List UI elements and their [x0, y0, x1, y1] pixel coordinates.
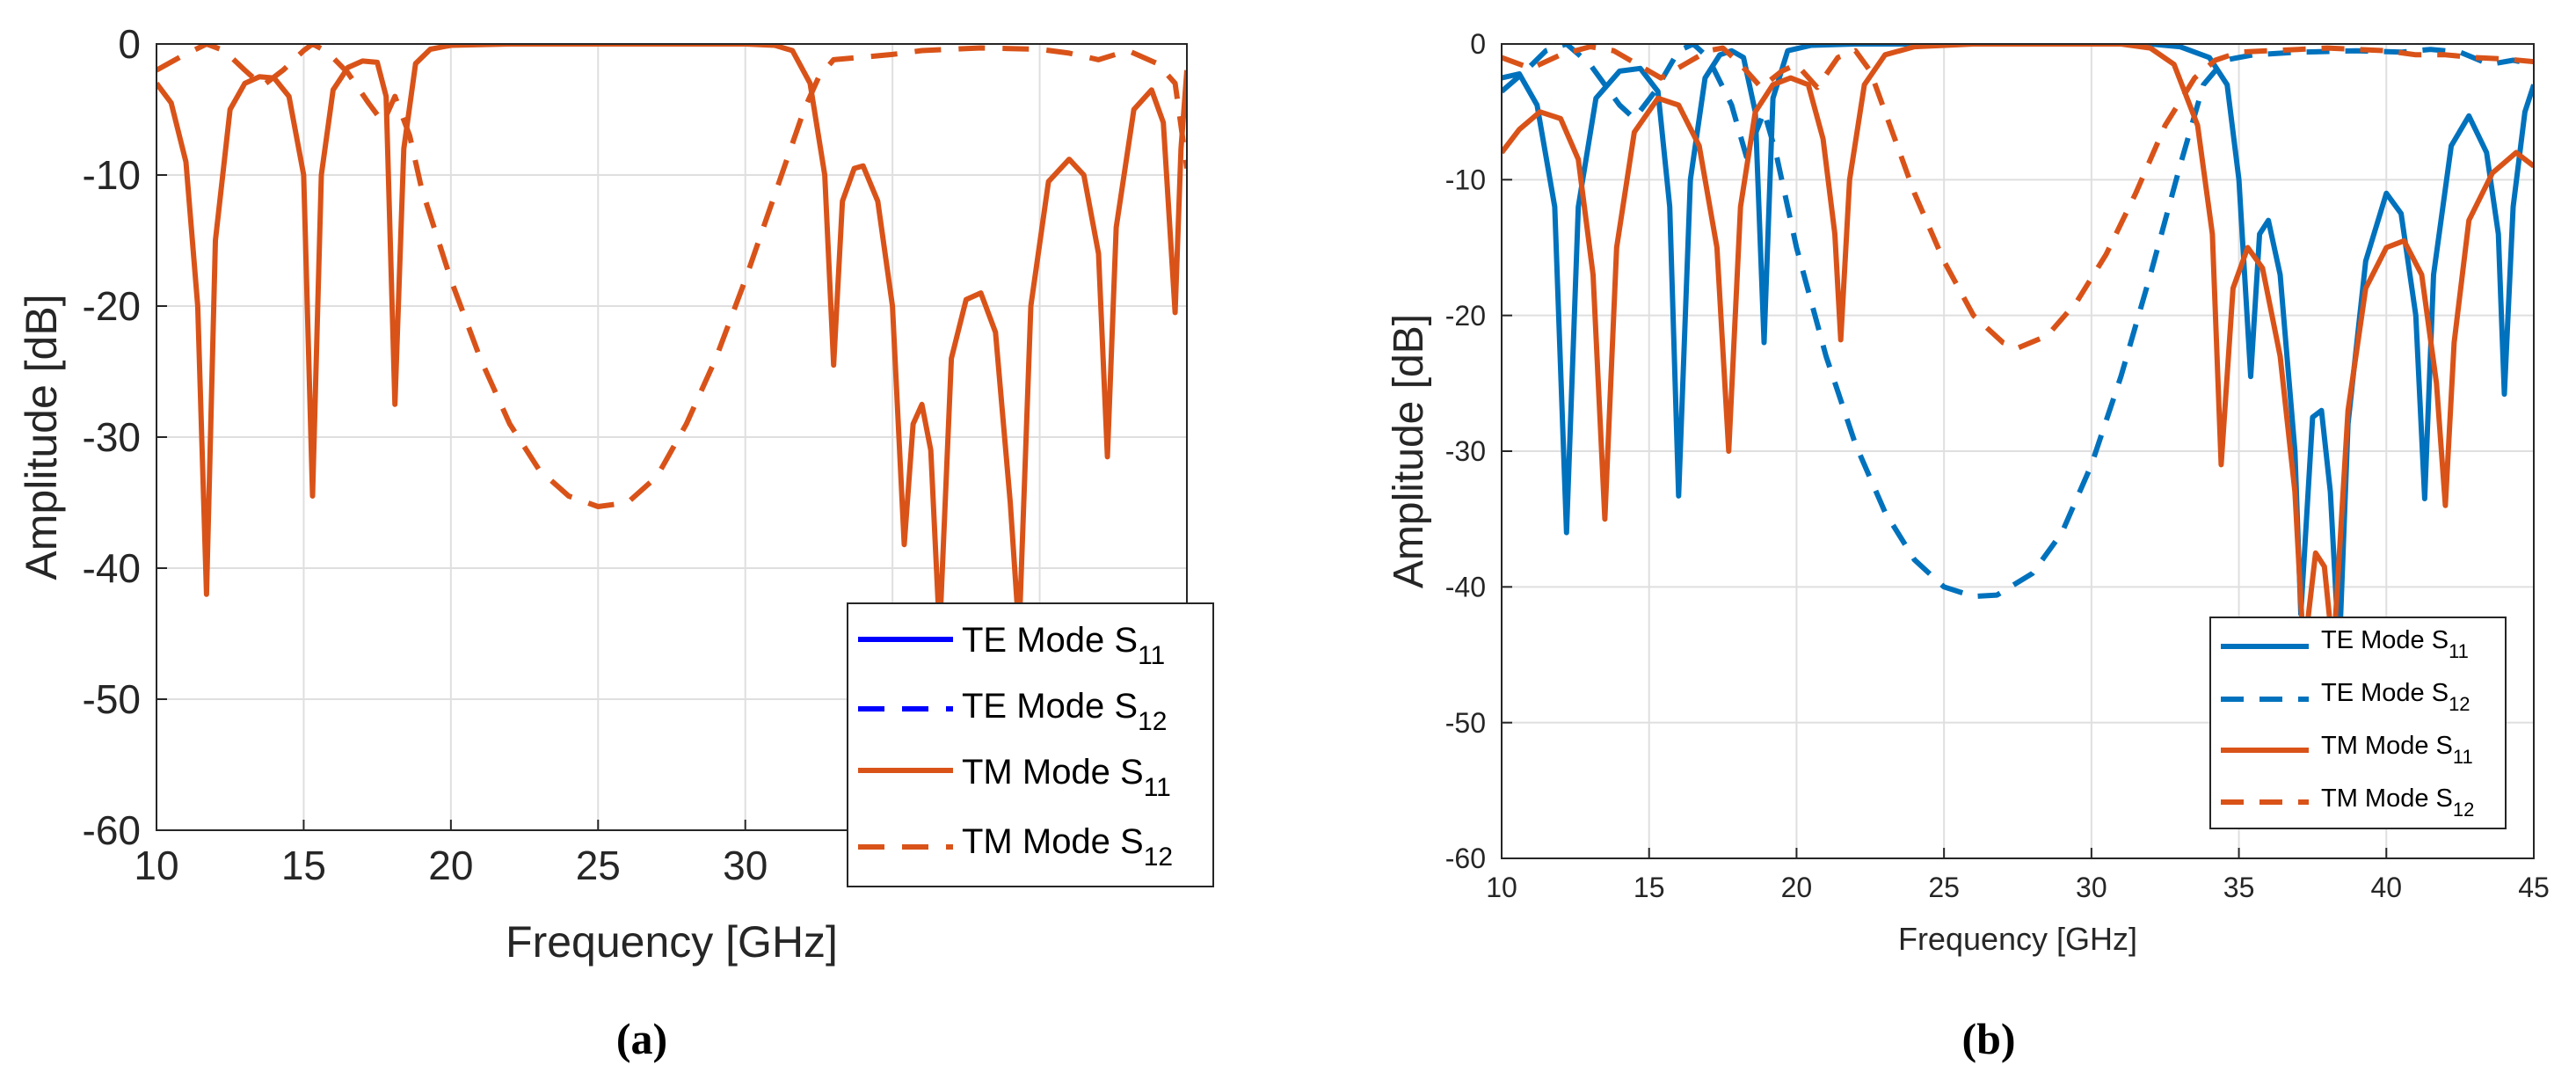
- series-group-a: [156, 44, 1187, 637]
- y-tick-label-b: -20: [1445, 300, 1486, 332]
- legend-label-b-te-s12: TE Mode S12: [2321, 679, 2470, 715]
- y-tick-label-a: -10: [83, 152, 141, 198]
- legend-label-b-tm-s12-sub: 12: [2453, 799, 2474, 821]
- x-tick-label-b: 10: [1486, 872, 1517, 903]
- x-tick-labels-b: 10 15 20 25 30 35 40 45: [1486, 872, 2550, 903]
- legend-label-b-te-s11-sub: 11: [2449, 640, 2469, 662]
- tick-marks-b: [1501, 43, 2535, 859]
- series-line-b-te-mode-s11: [1502, 44, 2534, 658]
- legend-entry-a-tm-s11: TM Mode S11: [858, 753, 1171, 802]
- legend-entry-b-te-s12: TE Mode S12: [2221, 679, 2470, 715]
- x-tick-label-b: 30: [2076, 872, 2107, 903]
- series-line-b-te-mode-s12: [1502, 44, 2534, 600]
- y-tick-label-b: -50: [1445, 707, 1486, 739]
- x-axis-title-a: Frequency [GHz]: [506, 917, 838, 967]
- legend-entry-b-tm-s12: TM Mode S12: [2221, 784, 2474, 821]
- legend-entry-a-tm-s12: TM Mode S12: [858, 822, 1173, 872]
- y-tick-label-a: -60: [83, 807, 141, 853]
- series-line-a-tm-mode-s11: [156, 44, 1187, 637]
- x-tick-label-b: 20: [1781, 872, 1813, 903]
- legend-entry-a-te-s11: TE Mode S11: [858, 621, 1165, 670]
- legend-b: TE Mode S11 TE Mode S12 TM Mode S11 TM M…: [2209, 617, 2507, 829]
- legend-label-b-te-s12-sub: 12: [2449, 693, 2470, 715]
- legend-entry-b-te-s11: TE Mode S11: [2221, 626, 2469, 662]
- legend-label-a-tm-s12-sub: 12: [1144, 843, 1173, 872]
- y-axis-title-a: Amplitude [dB]: [17, 294, 66, 580]
- legend-a: TE Mode S11 TE Mode S12 TM Mode S11 TM M…: [847, 602, 1214, 887]
- chart-panel-b: 10 15 20 25 30 35 40 45 0 -10 -20 -30 -40 -50 -60 Fre…: [1386, 28, 2550, 1063]
- y-tick-label-a: -50: [83, 676, 141, 722]
- panel-label-a: (a): [616, 1014, 667, 1063]
- legend-entry-b-tm-s11: TM Mode S11: [2221, 732, 2473, 768]
- legend-label-b-te-s11: TE Mode S11: [2321, 626, 2469, 662]
- x-tick-label-b: 45: [2518, 872, 2550, 903]
- x-tick-label-b: 25: [1928, 872, 1960, 903]
- legend-label-b-tm-s11: TM Mode S11: [2321, 732, 2473, 768]
- legend-label-a-te-s12-main: TE Mode S: [962, 687, 1138, 726]
- legend-label-a-te-s12-sub: 12: [1138, 707, 1167, 736]
- legend-label-b-tm-s12-main: TM Mode S: [2321, 784, 2453, 813]
- x-tick-label-b: 35: [2223, 872, 2255, 903]
- y-tick-labels-a: 0 -10 -20 -30 -40 -50 -60: [83, 21, 141, 853]
- legend-label-b-tm-s11-sub: 11: [2453, 746, 2473, 768]
- series-group-b: [1502, 44, 2534, 658]
- legend-label-a-te-s11-main: TE Mode S: [962, 621, 1138, 660]
- y-tick-label-a: -40: [83, 545, 141, 591]
- x-tick-label-b: 15: [1634, 872, 1665, 903]
- legend-label-a-te-s11-sub: 11: [1138, 641, 1165, 670]
- legend-label-a-tm-s12: TM Mode S12: [962, 822, 1173, 872]
- x-tick-label-a: 10: [134, 843, 178, 888]
- legend-label-a-tm-s11-main: TM Mode S: [962, 753, 1144, 792]
- y-tick-label-a: 0: [118, 21, 141, 67]
- legend-label-a-tm-s11: TM Mode S11: [962, 753, 1171, 802]
- x-tick-label-b: 40: [2370, 872, 2402, 903]
- y-tick-label-b: -60: [1445, 843, 1486, 874]
- x-tick-label-a: 20: [428, 843, 473, 888]
- legend-label-b-tm-s11-main: TM Mode S: [2321, 732, 2453, 760]
- legend-box-b: [2209, 617, 2507, 829]
- legend-label-b-tm-s12: TM Mode S12: [2321, 784, 2474, 821]
- legend-box-a: [847, 602, 1214, 887]
- legend-label-b-te-s12-main: TE Mode S: [2321, 679, 2449, 707]
- x-tick-label-a: 30: [723, 843, 768, 888]
- y-tick-label-a: -20: [83, 283, 141, 329]
- x-tick-label-a: 25: [576, 843, 621, 888]
- legend-label-a-te-s11: TE Mode S11: [962, 621, 1165, 670]
- series-line-b-tm-mode-s11: [1502, 44, 2534, 658]
- panel-label-b: (b): [1961, 1014, 2015, 1063]
- y-tick-label-b: -40: [1445, 572, 1486, 603]
- legend-label-b-te-s11-main: TE Mode S: [2321, 626, 2449, 654]
- x-tick-label-a: 15: [281, 843, 326, 888]
- x-axis-title-b: Frequency [GHz]: [1898, 921, 2137, 957]
- legend-label-a-tm-s12-main: TM Mode S: [962, 822, 1144, 861]
- y-tick-label-a: -30: [83, 414, 141, 460]
- series-line-b-tm-mode-s12: [1502, 44, 2534, 351]
- y-tick-labels-b: 0 -10 -20 -30 -40 -50 -60: [1445, 28, 1486, 874]
- legend-entry-a-te-s12: TE Mode S12: [858, 687, 1167, 736]
- y-axis-title-b: Amplitude [dB]: [1386, 314, 1432, 588]
- y-tick-label-b: -30: [1445, 435, 1486, 467]
- y-tick-label-b: -10: [1445, 164, 1486, 196]
- series-line-a-tm-mode-s12: [156, 44, 1187, 509]
- legend-label-a-tm-s11-sub: 11: [1144, 773, 1171, 802]
- y-tick-label-b: 0: [1470, 28, 1486, 60]
- legend-label-a-te-s12: TE Mode S12: [962, 687, 1167, 736]
